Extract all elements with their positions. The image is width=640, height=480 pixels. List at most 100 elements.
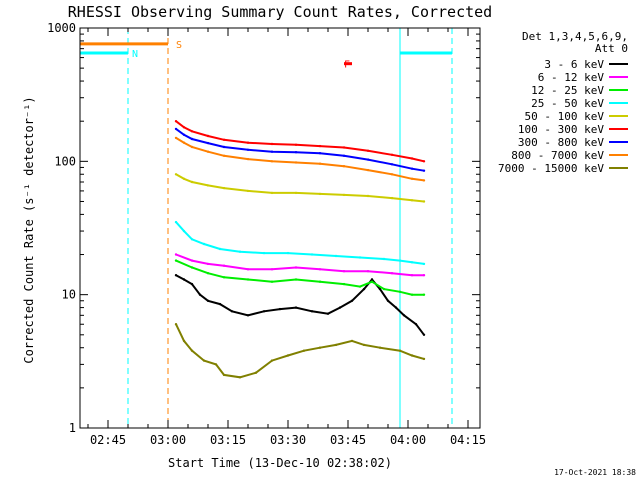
series-2-point-6 xyxy=(294,278,298,281)
series-4-point-1 xyxy=(182,177,186,180)
series-line-1 xyxy=(175,253,424,277)
series-7-point-7 xyxy=(294,161,298,164)
series-8-point-6 xyxy=(238,376,242,379)
series-2-point-3 xyxy=(222,276,226,279)
series-0-point-14 xyxy=(350,299,354,302)
series-1-point-9 xyxy=(366,270,370,273)
series-0-point-3 xyxy=(198,293,202,296)
series-7-point-0 xyxy=(174,136,178,140)
annotation-s: S xyxy=(176,40,182,51)
series-1-point-6 xyxy=(294,266,298,269)
series-6-point-9 xyxy=(342,154,346,157)
series-1-point-7 xyxy=(318,268,322,271)
series-1-point-11 xyxy=(410,274,414,277)
series-0-point-4 xyxy=(206,299,210,302)
series-0-point-19 xyxy=(394,306,398,309)
series-5-point-12 xyxy=(410,157,414,160)
series-0-point-6 xyxy=(230,310,234,313)
series-3-point-9 xyxy=(334,254,338,258)
series-4-point-11 xyxy=(390,196,394,200)
series-3-point-12 xyxy=(398,259,402,262)
series-4-point-8 xyxy=(318,192,322,196)
series-0-point-7 xyxy=(246,314,250,317)
legend-label-5: 100 - 300 keV xyxy=(518,123,604,136)
y-axis-label: Corrected Count Rate (s⁻¹ detector⁻¹) xyxy=(22,96,36,363)
legend-label-2: 12 - 25 keV xyxy=(531,84,604,97)
series-5-point-7 xyxy=(294,143,298,146)
series-5-point-9 xyxy=(342,146,346,149)
series-3-point-11 xyxy=(382,257,386,261)
series-5-point-3 xyxy=(206,134,210,138)
legend-label-7: 800 - 7000 keV xyxy=(511,149,604,162)
series-4-point-3 xyxy=(206,184,210,187)
series-3-point-1 xyxy=(182,229,186,233)
series-2-point-14 xyxy=(422,293,426,296)
series-1-point-1 xyxy=(190,259,194,262)
series-6-point-11 xyxy=(390,163,394,166)
series-4-point-6 xyxy=(270,191,274,195)
series-8-point-7 xyxy=(254,371,258,374)
series-8-point-17 xyxy=(410,354,414,357)
series-line-6 xyxy=(175,128,425,172)
x-tick-label-1: 03:00 xyxy=(150,433,186,447)
y-tick-label-1000: 1000 xyxy=(47,21,76,35)
series-0-point-1 xyxy=(182,278,186,281)
x-tick-label-4: 03:45 xyxy=(330,433,366,447)
series-2-point-9 xyxy=(358,285,362,288)
series-4-point-5 xyxy=(246,189,250,193)
series-6-point-10 xyxy=(366,158,370,161)
series-2-point-1 xyxy=(190,266,194,269)
series-0-point-2 xyxy=(190,282,194,286)
y-tick-label-10: 10 xyxy=(62,288,76,302)
series-1-point-2 xyxy=(206,262,210,266)
series-2-point-7 xyxy=(318,280,322,283)
series-7-point-9 xyxy=(342,165,346,168)
legend-label-4: 50 - 100 keV xyxy=(525,110,605,123)
series-8-point-14 xyxy=(362,343,366,347)
series-4-point-2 xyxy=(190,180,194,184)
series-2-point-5 xyxy=(270,280,274,283)
series-8-point-3 xyxy=(202,359,206,362)
series-0-point-11 xyxy=(310,310,314,313)
series-0-point-17 xyxy=(378,287,382,291)
series-6-point-7 xyxy=(294,151,298,154)
series-7-point-12 xyxy=(410,177,414,180)
series-7-point-13 xyxy=(422,179,426,182)
y-tick-label-100: 100 xyxy=(54,154,76,168)
series-0-point-9 xyxy=(278,307,282,311)
series-8-point-1 xyxy=(182,339,186,343)
series-3-point-7 xyxy=(286,251,290,255)
series-0-point-12 xyxy=(326,312,330,315)
series-8-point-2 xyxy=(190,349,194,352)
series-8-point-18 xyxy=(422,357,426,361)
series-line-2 xyxy=(175,259,424,296)
series-3-point-0 xyxy=(174,220,178,224)
series-5-point-6 xyxy=(270,142,274,146)
series-5-point-1 xyxy=(182,126,186,129)
series-0-point-10 xyxy=(294,306,298,309)
series-5-point-5 xyxy=(246,141,250,144)
series-1-point-10 xyxy=(390,272,394,275)
legend-label-0: 3 - 6 keV xyxy=(544,58,604,71)
series-0-point-21 xyxy=(414,323,418,326)
y-tick-label-1: 1 xyxy=(69,421,76,435)
series-6-point-0 xyxy=(174,127,178,131)
x-axis-label: Start Time (13-Dec-10 02:38:02) xyxy=(168,456,392,470)
series-0-point-22 xyxy=(422,333,426,336)
series-6-point-3 xyxy=(206,141,210,145)
series-4-point-9 xyxy=(342,193,346,197)
series-0-point-18 xyxy=(386,299,390,302)
series-3-point-6 xyxy=(262,251,266,255)
series-7-point-11 xyxy=(390,173,394,176)
series-8-point-5 xyxy=(222,373,226,377)
series-3-point-8 xyxy=(310,253,314,256)
series-2-point-4 xyxy=(246,278,250,281)
series-8-point-10 xyxy=(302,349,306,352)
series-0-point-20 xyxy=(402,314,406,317)
x-tick-label-2: 03:15 xyxy=(210,433,246,447)
series-0-point-5 xyxy=(218,302,222,306)
series-2-point-0 xyxy=(174,259,178,262)
series-2-point-8 xyxy=(342,282,346,286)
series-1-point-12 xyxy=(422,274,426,277)
series-2-point-10 xyxy=(370,280,374,283)
